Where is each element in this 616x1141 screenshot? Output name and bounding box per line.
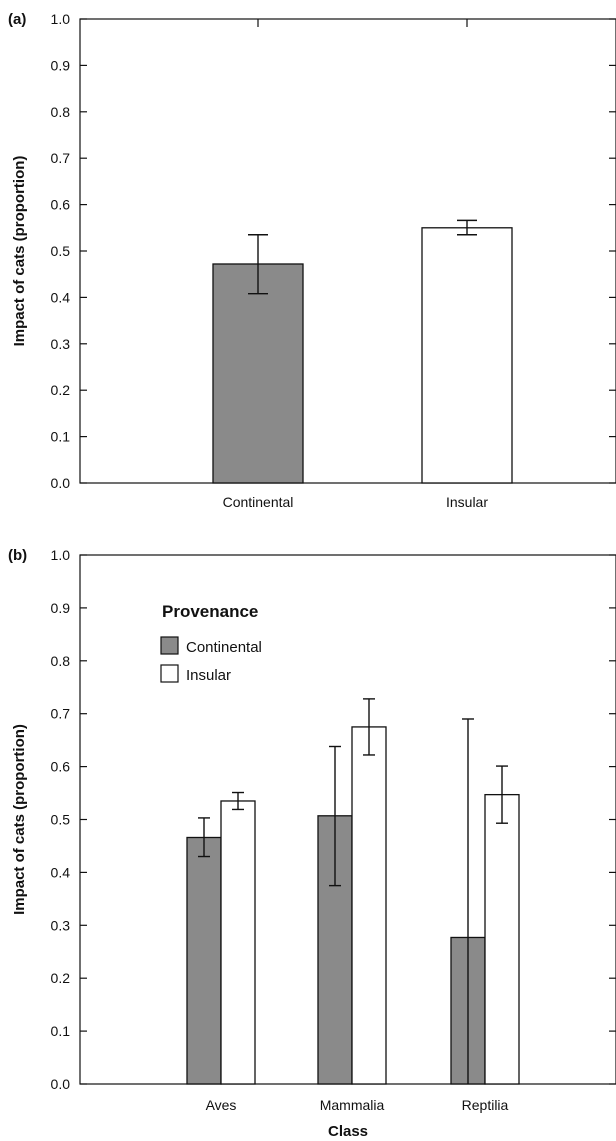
y-tick-label: 1.0 xyxy=(51,547,71,563)
bar-insular-reptilia xyxy=(484,793,520,1085)
y-tick-label: 0.5 xyxy=(51,243,71,259)
legend-label-continental: Continental xyxy=(186,639,262,656)
y-tick-label: 0.3 xyxy=(51,917,71,933)
plot-frame xyxy=(79,18,616,484)
bar-continental xyxy=(212,263,304,484)
y-tick-label: 0.4 xyxy=(51,289,71,305)
legend-swatch-insular xyxy=(160,664,179,683)
x-tick-label: Aves xyxy=(206,1097,237,1113)
panel-b-chart: 0.0 0.1 0.2 0.3 0.4 0.5 0.6 0.7 0.8 0.9 1.0 Impact … xyxy=(8,547,616,1140)
y-tick-label: 0.9 xyxy=(51,600,71,616)
panel-label: (a) xyxy=(8,11,26,28)
y-tick-label: 0.1 xyxy=(51,429,71,445)
y-tick-label: 0.4 xyxy=(51,864,71,880)
x-axis-title: Class xyxy=(328,1123,368,1140)
y-tick-label: 0.0 xyxy=(51,1076,71,1092)
y-tick-label: 0.3 xyxy=(51,336,71,352)
legend-title: Provenance xyxy=(162,602,258,621)
y-tick-label: 0.6 xyxy=(51,759,71,775)
y-axis-title: Impact of cats (proportion) xyxy=(11,724,28,915)
panel-a-chart: 0.0 0.1 0.2 0.3 0.4 0.5 0.6 0.7 0.8 0.9 1.0 Impact … xyxy=(8,11,616,510)
y-tick-label: 1.0 xyxy=(51,11,71,27)
legend-swatch-continental xyxy=(160,636,179,655)
x-tick-label: Reptilia xyxy=(462,1097,509,1113)
bar-insular-aves xyxy=(220,800,256,1085)
y-tick-label: 0.0 xyxy=(51,475,71,491)
y-tick-label: 0.2 xyxy=(51,382,71,398)
y-tick-label: 0.8 xyxy=(51,653,71,669)
panel-label: (b) xyxy=(8,547,27,564)
y-axis-title: Impact of cats (proportion) xyxy=(11,156,28,347)
y-tick-label: 0.8 xyxy=(51,104,71,120)
x-tick-label: Mammalia xyxy=(320,1097,385,1113)
x-tick-label: Continental xyxy=(223,494,294,510)
y-tick-label: 0.7 xyxy=(51,150,71,166)
bar-continental-aves xyxy=(186,836,222,1085)
y-tick-label: 0.9 xyxy=(51,57,71,73)
x-tick-label: Insular xyxy=(446,494,488,510)
bar-insular xyxy=(421,227,513,484)
y-tick-label: 0.7 xyxy=(51,706,71,722)
y-tick-label: 0.1 xyxy=(51,1023,71,1039)
y-tick-label: 0.5 xyxy=(51,812,71,828)
y-tick-label: 0.6 xyxy=(51,197,71,213)
legend-label-insular: Insular xyxy=(186,667,231,684)
y-tick-label: 0.2 xyxy=(51,970,71,986)
bar-insular-mammalia xyxy=(351,726,387,1085)
